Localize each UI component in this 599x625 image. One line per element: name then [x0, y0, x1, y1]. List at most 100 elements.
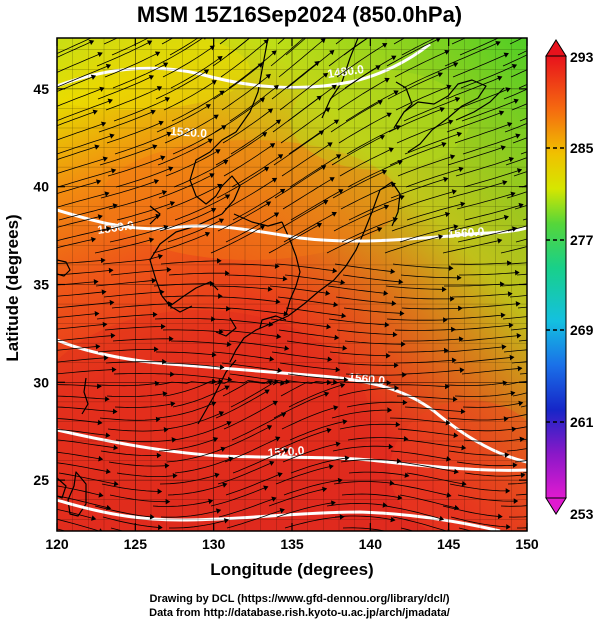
streamline — [161, 295, 223, 298]
streamline — [226, 509, 285, 529]
streamline-arrowhead — [111, 168, 117, 174]
streamline — [401, 307, 463, 310]
streamline-arrowhead — [107, 542, 111, 546]
streamline-arrowhead — [265, 201, 272, 207]
streamline-arrowhead — [313, 27, 317, 31]
streamline-arrowhead — [577, 457, 581, 461]
streamline — [283, 479, 343, 496]
streamline-arrowhead — [203, 69, 210, 75]
streamline — [461, 367, 522, 375]
streamline-arrowhead — [444, 49, 450, 55]
streamline-arrowhead — [323, 199, 329, 205]
streamline — [391, 213, 450, 232]
streamline — [334, 515, 395, 521]
streamline — [397, 428, 458, 437]
streamline-arrowhead — [263, 166, 270, 172]
streamline — [348, 471, 409, 477]
streamline — [112, 338, 173, 342]
streamline-arrowhead — [392, 331, 398, 338]
streamline — [107, 156, 165, 177]
streamline — [280, 381, 338, 397]
streamline-arrowhead — [510, 390, 516, 397]
streamline-arrowhead — [399, 194, 405, 201]
streamline-arrowhead — [342, 345, 348, 351]
streamline — [57, 38, 93, 55]
streamline — [500, 505, 527, 507]
streamline-arrowhead — [220, 446, 226, 452]
streamline — [446, 382, 507, 386]
footer-credit-data: Data from http://database.rish.kyoto-u.a… — [149, 607, 450, 619]
streamline — [506, 191, 527, 199]
streamline-arrowhead — [380, 9, 384, 13]
streamline-arrowhead — [518, 202, 524, 209]
streamline — [333, 205, 389, 232]
streamline — [113, 372, 175, 375]
streamline — [57, 301, 114, 309]
streamline-arrowhead — [335, 154, 342, 160]
x-tick-label: 130 — [202, 536, 226, 552]
streamline-arrowhead — [461, 480, 467, 487]
streamline — [231, 154, 283, 188]
streamline — [57, 75, 96, 93]
streamline-arrowhead — [262, 5, 266, 9]
streamline-arrowhead — [458, 336, 464, 342]
streamline — [98, 110, 156, 133]
streamline-arrowhead — [269, 356, 275, 362]
streamline — [398, 461, 459, 473]
streamline-arrowhead — [448, 119, 454, 125]
streamline-arrowhead — [163, 427, 169, 433]
streamline — [290, 189, 343, 221]
streamline-arrowhead — [502, 180, 508, 186]
streamline — [460, 335, 521, 342]
streamline — [97, 75, 154, 100]
streamline-arrowhead — [98, 455, 104, 462]
streamline-arrowhead — [276, 333, 282, 340]
streamline — [390, 450, 451, 460]
streamline — [326, 502, 387, 507]
streamline-arrowhead — [150, 109, 156, 115]
streamline — [464, 472, 525, 477]
streamline-arrowhead — [566, 290, 570, 294]
streamline — [289, 420, 347, 441]
streamline — [226, 274, 287, 280]
streamline-arrowhead — [167, 301, 173, 307]
streamline-arrowhead — [569, 447, 573, 451]
streamline — [57, 64, 111, 88]
streamline-arrowhead — [512, 462, 518, 468]
streamline — [101, 214, 161, 232]
streamline — [100, 180, 159, 199]
streamline — [451, 38, 467, 45]
streamline — [399, 225, 458, 243]
streamline — [445, 346, 506, 353]
streamline-arrowhead — [99, 86, 105, 92]
streamline-arrowhead — [284, 345, 290, 351]
streamline-arrowhead — [156, 452, 162, 459]
streamline — [342, 527, 388, 531]
streamline — [225, 212, 279, 243]
streamline-arrowhead — [224, 385, 230, 391]
streamline — [169, 519, 229, 529]
y-tick-label: 25 — [33, 472, 49, 488]
streamline-arrowhead — [168, 166, 174, 172]
streamline-arrowhead — [329, 177, 335, 182]
streamline-arrowhead — [326, 323, 332, 330]
streamline-arrowhead — [452, 396, 458, 402]
streamline-arrowhead — [383, 290, 389, 296]
streamline — [105, 361, 167, 364]
streamline-arrowhead — [227, 376, 233, 383]
y-tick-label: 35 — [33, 277, 49, 293]
streamline — [503, 88, 527, 100]
streamline — [96, 314, 157, 320]
streamline — [231, 412, 286, 441]
streamline — [103, 291, 164, 298]
streamline-arrowhead — [386, 112, 392, 118]
streamline — [452, 324, 513, 331]
streamline — [57, 122, 106, 141]
streamline — [506, 448, 527, 452]
streamline — [405, 167, 464, 188]
streamline-arrowhead — [375, 65, 381, 71]
streamline — [508, 516, 527, 518]
streamline — [171, 90, 225, 122]
streamline — [230, 119, 281, 155]
streamline — [166, 447, 226, 463]
